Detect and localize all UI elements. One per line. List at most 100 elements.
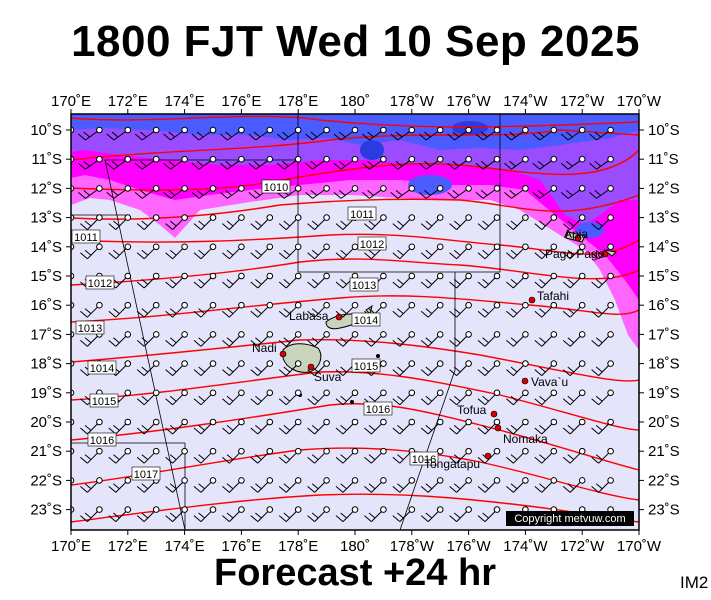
isobar-label-box [357, 236, 387, 251]
wind-barb [191, 155, 217, 170]
copyright-text: Copyright metvuw.com [514, 513, 625, 525]
wind-barb [534, 272, 558, 289]
wind-barb [591, 360, 614, 376]
isobar-line [71, 129, 639, 161]
wind-barb [222, 331, 245, 347]
island-dot [350, 400, 354, 404]
wind-barb [392, 418, 416, 435]
wind-barb [307, 506, 330, 522]
wind-barb [506, 447, 529, 464]
latitude-labels-left: 10˚S 11˚S 12˚S 13˚S 14˚S 15˚S 16˚S 17˚S 18˚S 19˚S… [30, 122, 71, 519]
wind-barb [307, 360, 330, 376]
isobar-label: 1017 [134, 469, 158, 481]
wind-barb [307, 418, 330, 435]
latitude-label: 11˚S [31, 151, 62, 168]
isobar-label: 1014 [354, 315, 378, 327]
isobar-label-box [87, 360, 117, 375]
wind-barb [278, 418, 302, 435]
wind-barb [449, 214, 472, 230]
wind-barb [506, 477, 529, 493]
wind-barb [80, 243, 103, 260]
latitude-label: 23˚S [30, 502, 62, 519]
wind-barb [193, 389, 217, 406]
wind-barb [222, 506, 245, 522]
wind-barb [250, 418, 274, 435]
wind-barb [392, 214, 416, 230]
wind-barb [390, 126, 416, 141]
longitude-label: 174˚E [165, 93, 205, 110]
isobar-label: 1011 [350, 209, 374, 221]
isobar-line [71, 338, 639, 382]
wind-barb [449, 389, 472, 406]
wind-barb [250, 447, 274, 464]
wind-barb [136, 506, 160, 522]
place-marker [279, 350, 287, 358]
place-marker [521, 377, 529, 385]
wind-barb [447, 155, 472, 170]
place-label: Pago Pago [545, 247, 605, 261]
wind-barb [506, 360, 529, 376]
longitude-label: 174˚W [503, 93, 548, 110]
wind-barb [278, 477, 302, 493]
wind-barb [222, 301, 245, 318]
latitude-label: 12˚S [30, 180, 62, 197]
longitude-label: 180˚ [340, 93, 370, 110]
latitude-label: 20˚S [30, 414, 62, 431]
wind-barb [589, 185, 614, 199]
longitude-label: 176˚E [221, 538, 261, 555]
wind-barb [591, 389, 614, 406]
wind-barb [591, 301, 614, 318]
longitude-label: 170˚E [51, 538, 91, 555]
isobar-label: 1015 [92, 396, 116, 408]
wind-barb [504, 185, 529, 199]
wind-barb [278, 243, 302, 260]
wind-barb [136, 389, 160, 406]
wind-barb [335, 389, 359, 406]
wind-barb [165, 506, 188, 522]
wind-barb [193, 214, 217, 230]
wind-barb [477, 477, 501, 493]
wind-barb [165, 477, 188, 493]
wind-barb [335, 447, 359, 464]
wind-barb [506, 418, 529, 435]
wind-barb [250, 360, 274, 376]
wind-barb [562, 447, 586, 464]
isobar-line [71, 233, 639, 255]
wind-barb [250, 301, 274, 318]
wind-barb [193, 331, 217, 347]
wind-barb [307, 301, 330, 318]
latitude-label: 10˚S [30, 122, 62, 139]
wind-barb [222, 214, 245, 230]
wind-barb [449, 477, 472, 493]
wind-barb [364, 477, 387, 493]
wind-barb [420, 331, 444, 347]
wind-barb [80, 447, 103, 464]
latitude-label: 14˚S [648, 239, 680, 256]
isobar-label: 1013 [78, 323, 102, 335]
isobar-label-box [89, 393, 119, 408]
wind-barb [475, 126, 501, 141]
wind-barb [78, 126, 103, 141]
wind-barb [108, 301, 132, 318]
wind-barb [134, 185, 160, 199]
place-marker [528, 296, 536, 304]
wind-barb [420, 389, 444, 406]
wind-barb [136, 243, 160, 260]
wind-barb [477, 272, 501, 289]
wind-barb [222, 477, 245, 493]
wind-barb [335, 506, 359, 522]
wind-barb [560, 126, 586, 141]
wind-barb [165, 447, 188, 464]
latitude-labels-right: 10˚S 11˚S 12˚S 13˚S 14˚S 15˚S 16˚S 17˚S 18˚S 19˚S… [639, 122, 680, 519]
wind-barb [278, 214, 302, 230]
wind-barb [390, 185, 416, 199]
page-title: 1800 FJT Wed 10 Sep 2025 [71, 17, 640, 66]
latitude-label: 14˚S [30, 239, 62, 256]
wind-barb [591, 418, 614, 435]
wind-barb [278, 272, 302, 289]
wind-barb [418, 155, 444, 170]
longitude-label: 176˚W [447, 538, 492, 555]
wind-barb [108, 214, 132, 230]
wind-barb [78, 155, 103, 170]
